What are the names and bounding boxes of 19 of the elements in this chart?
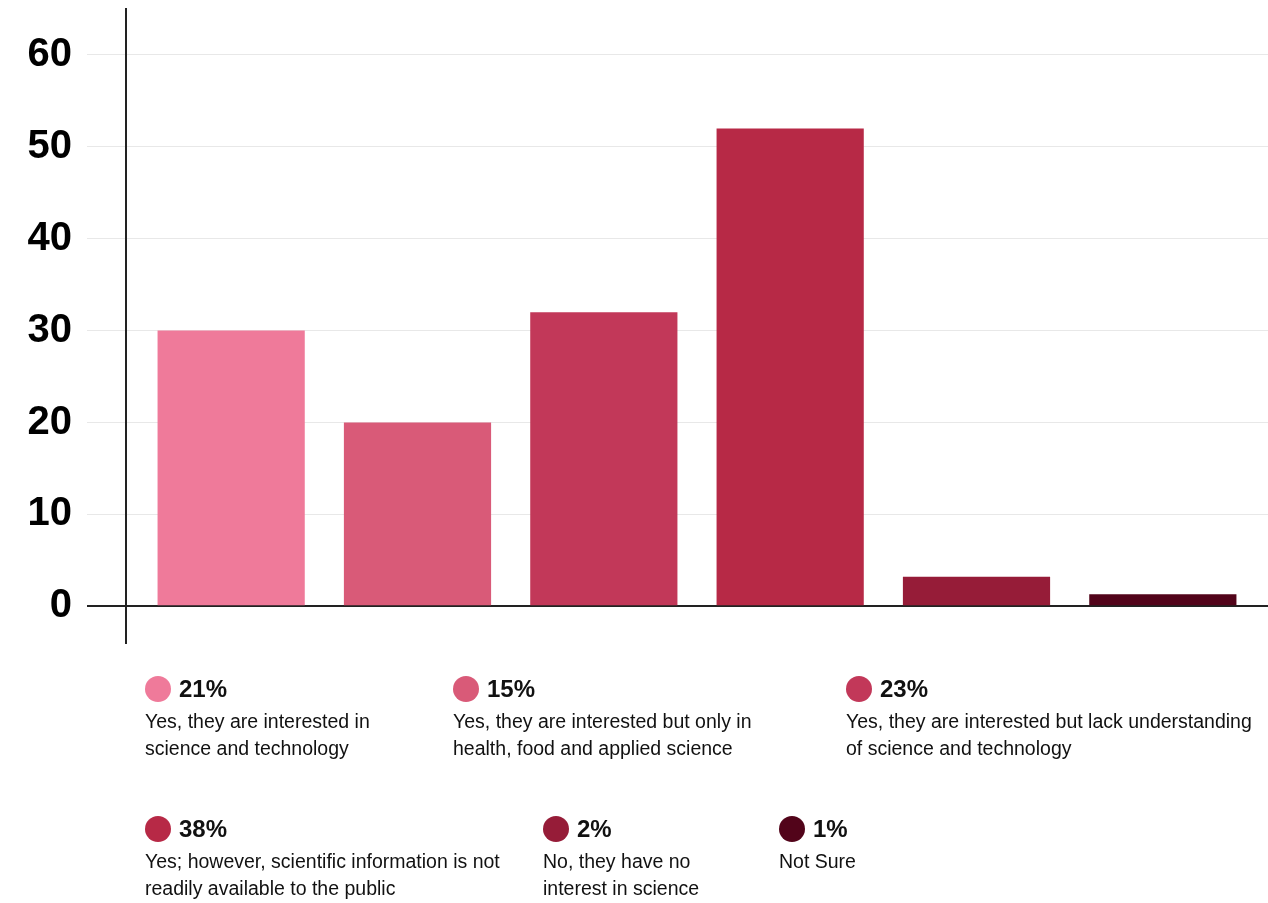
y-tick-label: 50 <box>27 121 72 166</box>
legend-label: Not Sure <box>779 849 857 874</box>
y-tick-label: 60 <box>27 29 72 74</box>
legend-label: Yes; however, scientific information is not readily available to the public <box>145 849 501 901</box>
legend-label: Yes, they are interested but only in health, food and applied science <box>453 709 753 761</box>
text: 2% <box>577 815 612 843</box>
text: 38% <box>179 815 228 843</box>
y-tick-label: 30 <box>27 305 72 350</box>
y-tick-label: 20 <box>27 397 72 442</box>
text: 23% <box>880 675 929 703</box>
text: 1% <box>813 815 848 843</box>
y-tick-label: 10 <box>27 489 72 534</box>
y-tick-label: 40 <box>27 213 72 258</box>
legend-label: No, they have no interest in science <box>543 849 701 901</box>
legend-label: Yes, they are interested but lack understanding of science and technology <box>846 709 1253 761</box>
legend-label: Yes, they are interested in science and technology <box>145 709 371 761</box>
y-tick-label: 0 <box>49 581 72 626</box>
text: 21% <box>179 675 228 703</box>
text: 15% <box>487 675 536 703</box>
